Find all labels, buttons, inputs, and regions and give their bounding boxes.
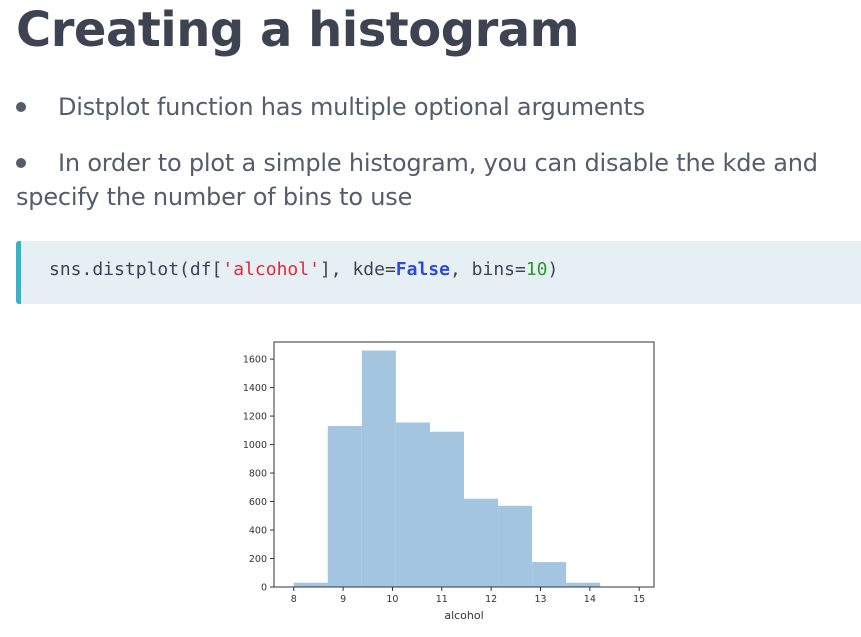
y-axis: 0 200 400 600 800 1000 1200 1400 1600 (243, 355, 274, 594)
plot-frame (273, 341, 655, 588)
bullet-text: In order to plot a simple histogram, you… (58, 149, 818, 177)
histogram-bar (429, 431, 464, 587)
y-tick-label: 1400 (243, 383, 267, 394)
code-string-arg: 'alcohol' (222, 259, 320, 280)
histogram-bar (395, 422, 430, 587)
histogram-bar (532, 562, 567, 587)
bullet-list: Distplot function has multiple optional … (16, 88, 851, 216)
code-number: 10 (525, 259, 548, 280)
slide-title: Creating a histogram (16, 2, 580, 58)
histogram-bar (361, 350, 396, 587)
x-axis-label: alcohol (444, 609, 483, 622)
y-tick-label: 200 (249, 554, 267, 565)
x-tick-label: 10 (386, 594, 398, 605)
x-tick-label: 11 (436, 594, 448, 605)
y-tick-label: 600 (249, 497, 267, 508)
y-tick-label: 800 (249, 469, 267, 480)
code-middle: ], kde= (319, 259, 396, 280)
histogram-bar (293, 582, 328, 587)
code-block: sns.distplot(df['alcohol'], kde=False, b… (16, 241, 861, 304)
y-tick-label: 400 (249, 526, 267, 537)
bullet-item: Distplot function has multiple optional … (16, 88, 851, 126)
x-tick-label: 9 (340, 594, 346, 605)
bullet-dot-icon (16, 102, 26, 112)
y-tick-label: 1600 (243, 355, 267, 366)
code-keyword: False (395, 259, 450, 280)
y-tick-label: 0 (261, 583, 267, 594)
x-axis: 8 9 10 11 12 13 14 15 (291, 587, 645, 605)
x-tick-label: 13 (534, 594, 546, 605)
x-tick-label: 15 (633, 594, 645, 605)
code-bins-arg: , bins= (449, 259, 526, 280)
code-prefix: sns.distplot(df[ (49, 259, 223, 280)
code-line: sns.distplot(df['alcohol'], kde=False, b… (49, 259, 558, 280)
x-tick-label: 14 (584, 594, 596, 605)
y-tick-label: 1200 (243, 412, 267, 423)
bullet-dot-icon (16, 158, 26, 168)
histogram-bar (498, 505, 533, 587)
y-tick-label: 1000 (243, 440, 267, 451)
histogram-bar (566, 582, 601, 587)
code-suffix: ) (547, 259, 559, 280)
bullet-text: Distplot function has multiple optional … (58, 93, 646, 121)
histogram-bar (327, 426, 362, 587)
bullet-item: In order to plot a simple histogram, you… (16, 144, 851, 216)
x-tick-label: 12 (485, 594, 497, 605)
x-tick-label: 8 (291, 594, 297, 605)
bullet-text-continuation: specify the number of bins to use (16, 183, 413, 211)
histogram-bar (464, 498, 499, 587)
histogram-bars (293, 350, 601, 587)
histogram-chart: 0 200 400 600 800 1000 1200 1400 1600 8 9 10 11 12 13… (243, 341, 655, 622)
